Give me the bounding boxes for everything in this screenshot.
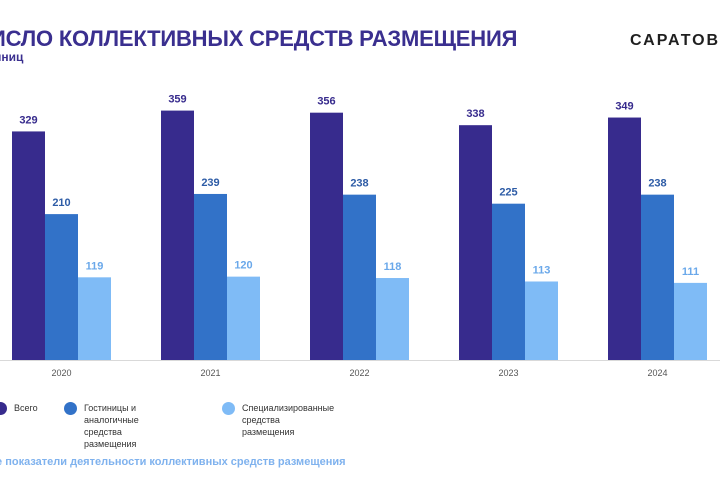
bar-2024-series-3 [674, 282, 707, 360]
legend-label-3: Специализированные средства размещения [242, 403, 335, 437]
bar-2024-series-1 [608, 117, 641, 361]
data-label-2020-series-1: 329 [19, 114, 37, 126]
x-tick-label-2021: 2021 [200, 368, 220, 378]
data-label-2021-series-2: 239 [201, 177, 219, 189]
data-label-2021-series-1: 359 [168, 94, 186, 106]
legend-label-2: Гостиницы и аналогичные средства размеще… [84, 403, 139, 449]
legend-label-1: Всего [14, 403, 38, 413]
bar-2021-series-2 [194, 193, 227, 360]
data-label-2020-series-3: 119 [86, 260, 104, 272]
x-tick-label-2020: 2020 [51, 368, 71, 378]
bar-2020-series-2 [45, 214, 78, 360]
legend-swatch-2 [64, 402, 77, 415]
data-label-2023-series-1: 338 [466, 108, 484, 120]
data-label-2024-series-1: 349 [615, 101, 633, 113]
data-label-2021-series-3: 120 [234, 260, 252, 272]
data-label-2023-series-2: 225 [499, 187, 517, 199]
data-label-2023-series-3: 113 [533, 264, 551, 276]
bar-2022-series-1 [310, 112, 343, 361]
data-label-2020-series-2: 210 [52, 197, 70, 209]
data-label-2022-series-2: 238 [350, 178, 368, 190]
bar-2020-series-1 [12, 131, 45, 360]
data-label-2024-series-3: 111 [682, 266, 699, 278]
legend-swatch-1 [0, 402, 7, 415]
chart-subtitle: иниц [0, 50, 24, 64]
bar-2021-series-3 [227, 276, 260, 360]
data-label-2022-series-3: 118 [384, 261, 402, 273]
x-tick-label-2024: 2024 [647, 368, 667, 378]
bar-2022-series-2 [343, 194, 376, 360]
x-tick-label-2022: 2022 [349, 368, 369, 378]
legend-swatch-3 [222, 402, 235, 415]
bar-2021-series-1 [161, 110, 194, 360]
bar-2023-series-2 [492, 203, 525, 360]
x-tick-label-2023: 2023 [498, 368, 518, 378]
brand-logo-text: САРАТОВС [630, 32, 720, 49]
bar-2020-series-3 [78, 277, 111, 360]
bar-2022-series-3 [376, 278, 409, 360]
bar-2024-series-2 [641, 194, 674, 360]
bar-2023-series-1 [459, 125, 492, 360]
data-label-2024-series-2: 238 [648, 178, 666, 190]
bar-2023-series-3 [525, 281, 558, 360]
footer-caption: ные показатели деятельности коллективных… [0, 456, 346, 468]
data-label-2022-series-1: 356 [317, 96, 335, 108]
bar-chart: 329 210 119 2020 359 239 120 2021 356 238 118 2022 3… [0, 94, 720, 378]
chart-title: ИСЛО КОЛЛЕКТИВНЫХ СРЕДСТВ РАЗМЕЩЕНИЯ [0, 26, 518, 51]
